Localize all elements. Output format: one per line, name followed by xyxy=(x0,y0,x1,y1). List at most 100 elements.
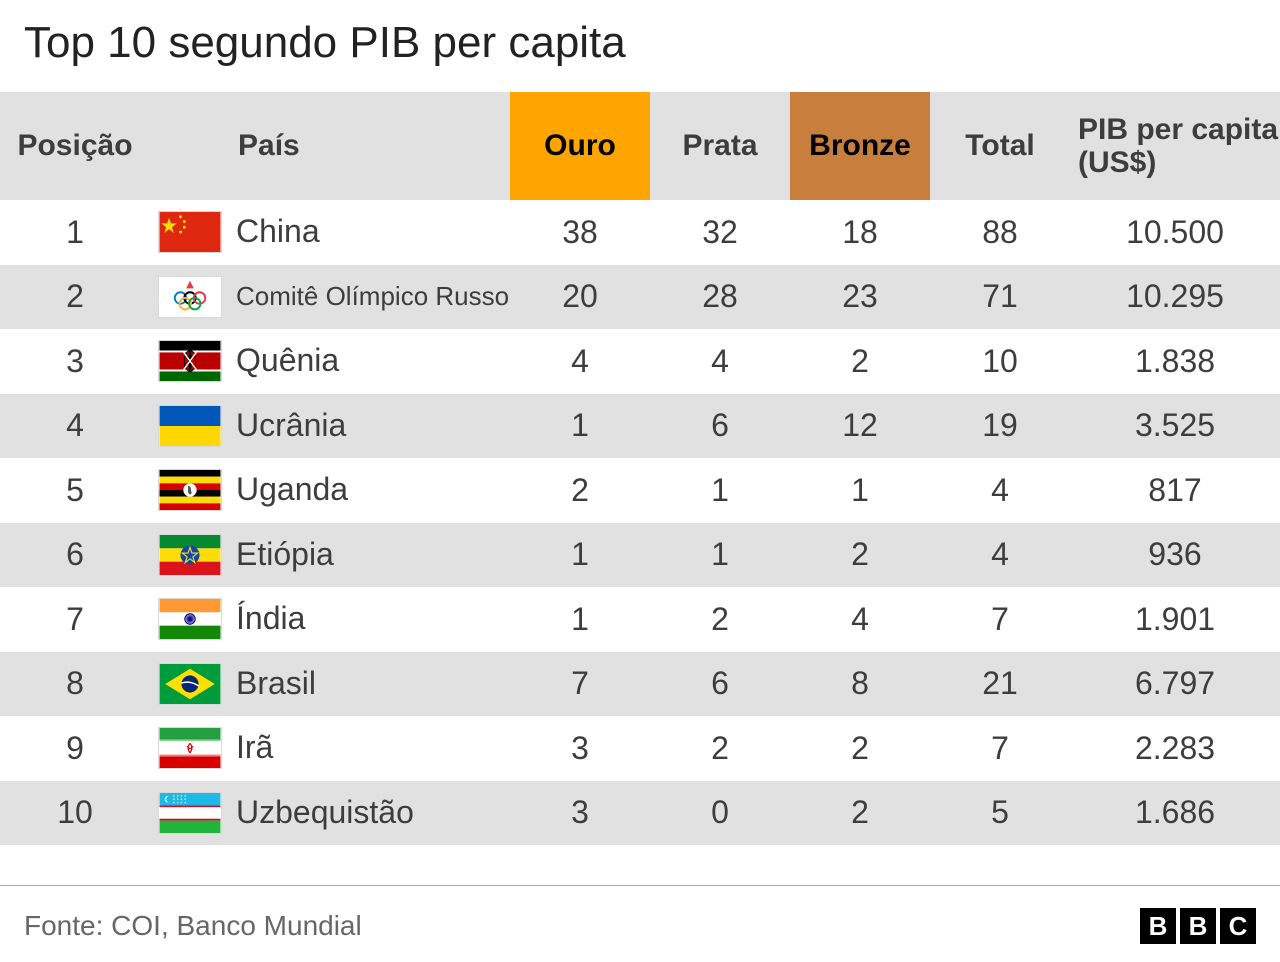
table-row: 9Irã32272.283 xyxy=(0,716,1280,781)
iran-flag-icon xyxy=(158,727,222,769)
cell-gdp: 1.686 xyxy=(1070,781,1280,846)
cell-total: 88 xyxy=(930,200,1070,265)
cell-silver: 2 xyxy=(650,587,790,652)
cell-silver: 4 xyxy=(650,329,790,394)
cell-gold: 1 xyxy=(510,394,650,459)
cell-flag xyxy=(150,458,230,523)
col-header-total: Total xyxy=(930,92,1070,200)
cell-silver: 1 xyxy=(650,458,790,523)
ethiopia-flag-icon xyxy=(158,534,222,576)
cell-flag xyxy=(150,394,230,459)
table-row: 3Quênia442101.838 xyxy=(0,329,1280,394)
cell-bronze: 2 xyxy=(790,716,930,781)
cell-flag xyxy=(150,523,230,588)
cell-silver: 6 xyxy=(650,394,790,459)
cell-gdp: 1.838 xyxy=(1070,329,1280,394)
footer: Fonte: COI, Banco Mundial B B C xyxy=(0,885,1280,962)
infographic-container: Top 10 segundo PIB per capita Posição Pa… xyxy=(0,0,1280,962)
cell-bronze: 8 xyxy=(790,652,930,717)
cell-bronze: 4 xyxy=(790,587,930,652)
cell-flag xyxy=(150,587,230,652)
col-header-bronze: Bronze xyxy=(790,92,930,200)
cell-total: 21 xyxy=(930,652,1070,717)
cell-position: 7 xyxy=(0,587,150,652)
cell-flag xyxy=(150,781,230,846)
cell-country: Uganda xyxy=(230,458,510,523)
cell-bronze: 1 xyxy=(790,458,930,523)
cell-bronze: 2 xyxy=(790,329,930,394)
cell-total: 4 xyxy=(930,523,1070,588)
china-flag-icon xyxy=(158,211,222,253)
bbc-logo-letter: B xyxy=(1140,908,1176,944)
cell-country: Etiópia xyxy=(230,523,510,588)
cell-bronze: 18 xyxy=(790,200,930,265)
col-header-silver: Prata xyxy=(650,92,790,200)
cell-gold: 2 xyxy=(510,458,650,523)
cell-country: Brasil xyxy=(230,652,510,717)
cell-gdp: 10.500 xyxy=(1070,200,1280,265)
cell-silver: 6 xyxy=(650,652,790,717)
table-body: 1China3832188810.5002Comitê Olímpico Rus… xyxy=(0,200,1280,845)
cell-gold: 4 xyxy=(510,329,650,394)
table-row: 7Índia12471.901 xyxy=(0,587,1280,652)
uganda-flag-icon xyxy=(158,469,222,511)
cell-total: 4 xyxy=(930,458,1070,523)
ukraine-flag-icon xyxy=(158,405,222,447)
cell-gold: 7 xyxy=(510,652,650,717)
table-row: 5Uganda2114817 xyxy=(0,458,1280,523)
col-header-gold: Ouro xyxy=(510,92,650,200)
cell-gold: 20 xyxy=(510,265,650,330)
cell-country: Ucrânia xyxy=(230,394,510,459)
table-row: 10Uzbequistão30251.686 xyxy=(0,781,1280,846)
cell-country: China xyxy=(230,200,510,265)
cell-gdp: 3.525 xyxy=(1070,394,1280,459)
cell-position: 9 xyxy=(0,716,150,781)
bbc-logo-letter: C xyxy=(1220,908,1256,944)
cell-total: 7 xyxy=(930,716,1070,781)
table-row: 6Etiópia1124936 xyxy=(0,523,1280,588)
cell-position: 6 xyxy=(0,523,150,588)
col-header-gdp: PIB per capita (US$) xyxy=(1070,92,1280,200)
india-flag-icon xyxy=(158,598,222,640)
uzbekistan-flag-icon xyxy=(158,792,222,834)
col-header-position: Posição xyxy=(0,92,150,200)
cell-flag xyxy=(150,716,230,781)
ranking-table: Posição País Ouro Prata Bronze Total PIB… xyxy=(0,92,1280,845)
bbc-logo: B B C xyxy=(1140,908,1256,944)
cell-position: 4 xyxy=(0,394,150,459)
cell-bronze: 12 xyxy=(790,394,930,459)
cell-flag xyxy=(150,652,230,717)
cell-gdp: 6.797 xyxy=(1070,652,1280,717)
col-header-flag xyxy=(150,92,230,200)
cell-flag xyxy=(150,329,230,394)
roc-flag-icon xyxy=(158,276,222,318)
cell-country: Índia xyxy=(230,587,510,652)
cell-gold: 3 xyxy=(510,716,650,781)
cell-silver: 1 xyxy=(650,523,790,588)
cell-gdp: 2.283 xyxy=(1070,716,1280,781)
source-label: Fonte: COI, Banco Mundial xyxy=(24,910,362,942)
col-header-country: País xyxy=(230,92,510,200)
cell-gdp: 817 xyxy=(1070,458,1280,523)
cell-silver: 28 xyxy=(650,265,790,330)
cell-gold: 38 xyxy=(510,200,650,265)
cell-silver: 2 xyxy=(650,716,790,781)
cell-country: Irã xyxy=(230,716,510,781)
table-row: 8Brasil768216.797 xyxy=(0,652,1280,717)
cell-total: 71 xyxy=(930,265,1070,330)
table-row: 1China3832188810.500 xyxy=(0,200,1280,265)
cell-gdp: 10.295 xyxy=(1070,265,1280,330)
cell-total: 10 xyxy=(930,329,1070,394)
table-header-row: Posição País Ouro Prata Bronze Total PIB… xyxy=(0,92,1280,200)
cell-gdp: 1.901 xyxy=(1070,587,1280,652)
cell-country: Quênia xyxy=(230,329,510,394)
cell-position: 3 xyxy=(0,329,150,394)
cell-bronze: 23 xyxy=(790,265,930,330)
cell-gold: 1 xyxy=(510,587,650,652)
cell-gold: 1 xyxy=(510,523,650,588)
kenya-flag-icon xyxy=(158,340,222,382)
cell-flag xyxy=(150,200,230,265)
table-row: 2Comitê Olímpico Russo2028237110.295 xyxy=(0,265,1280,330)
cell-position: 8 xyxy=(0,652,150,717)
cell-silver: 0 xyxy=(650,781,790,846)
